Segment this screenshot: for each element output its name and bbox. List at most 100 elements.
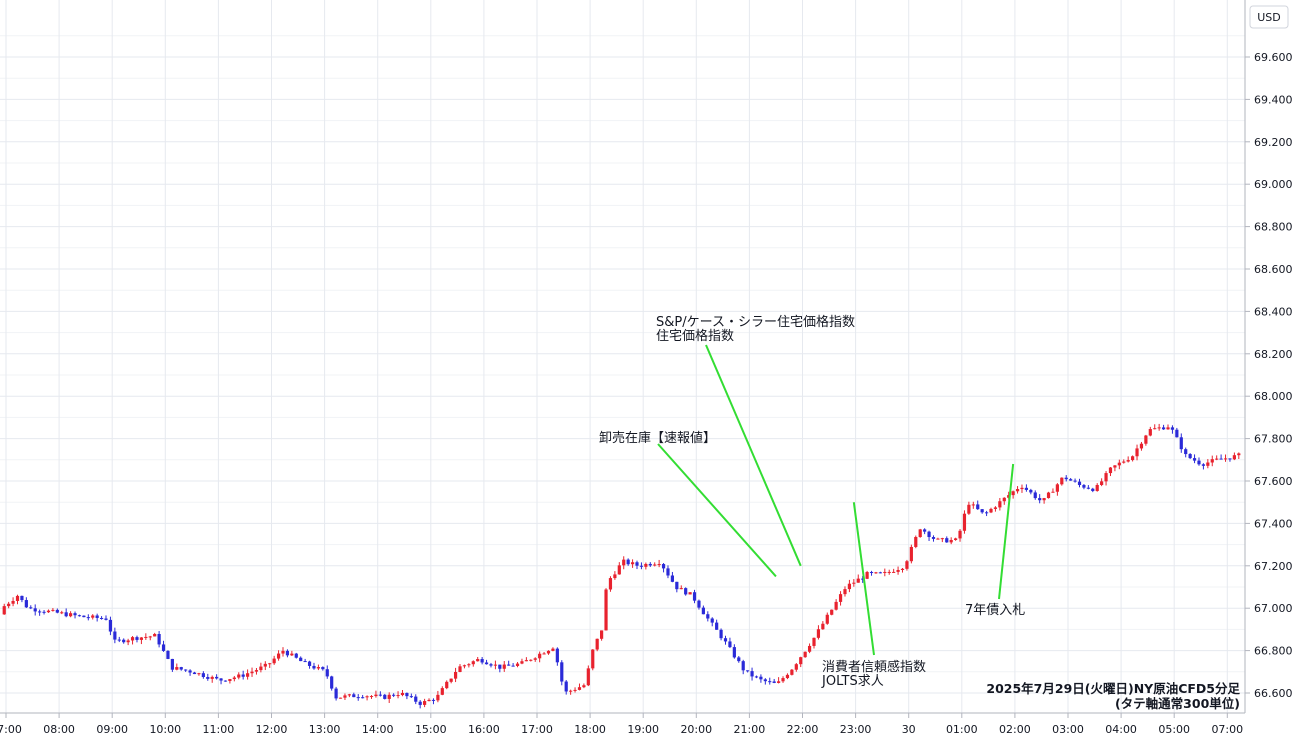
- time-tick-label: 20:00: [680, 723, 712, 736]
- candle-up: [1011, 491, 1015, 496]
- candle-up: [1051, 491, 1055, 493]
- time-tick-label: 10:00: [149, 723, 181, 736]
- candle-up: [1007, 495, 1011, 498]
- time-tick-label: 15:00: [415, 723, 447, 736]
- annotation-label: 住宅価格指数: [656, 328, 734, 344]
- candle-down: [161, 644, 166, 651]
- price-tick-label: 69.400: [1254, 93, 1293, 106]
- candle-up: [365, 696, 369, 698]
- annotation-label: 7年債入札: [965, 603, 1025, 618]
- candle-up: [958, 530, 962, 539]
- candle-down: [675, 581, 679, 590]
- candle-up: [892, 571, 896, 573]
- candle-up: [900, 568, 905, 570]
- candle-up: [821, 623, 825, 630]
- candle-down: [754, 676, 759, 678]
- candle-up: [493, 664, 498, 666]
- candle-down: [55, 609, 59, 613]
- time-tick-label: 04:00: [1105, 723, 1137, 736]
- candle-up: [967, 504, 971, 514]
- price-tick-label: 67.600: [1254, 475, 1293, 488]
- candle-up: [502, 664, 506, 669]
- candle-down: [1201, 464, 1206, 466]
- candle-up: [883, 571, 887, 573]
- candle-up: [436, 694, 440, 701]
- candle-down: [20, 595, 24, 601]
- currency-badge[interactable]: USD: [1249, 5, 1289, 29]
- candle-up: [546, 650, 551, 654]
- candle-down: [489, 664, 493, 666]
- candle-up: [139, 637, 144, 640]
- annotation-label: 卸売在庫【速報値】: [599, 430, 716, 446]
- grid-lines: [0, 0, 1245, 713]
- candle-down: [104, 618, 108, 620]
- candle-down: [498, 664, 502, 669]
- price-tick-label: 68.800: [1254, 221, 1293, 234]
- candle-down: [710, 618, 714, 623]
- candle-down: [511, 665, 515, 667]
- candle-up: [1131, 456, 1135, 461]
- candle-up: [237, 674, 241, 678]
- candle-down: [334, 688, 338, 699]
- annotation-line: [852, 502, 875, 656]
- candle-down: [330, 676, 334, 689]
- candle-down: [980, 509, 984, 513]
- candle-up: [909, 546, 913, 562]
- candle-up: [825, 614, 829, 624]
- candle-up: [940, 538, 944, 540]
- time-tick-label: 02:00: [999, 723, 1031, 736]
- candle-up: [467, 664, 471, 666]
- candle-up: [1100, 481, 1104, 485]
- candle-up: [148, 636, 152, 638]
- candle-down: [108, 619, 113, 632]
- time-tick-label: 14:00: [362, 723, 394, 736]
- candle-down: [1161, 427, 1166, 430]
- candle-down: [299, 657, 303, 662]
- candle-down: [759, 676, 763, 680]
- candle-up: [1113, 465, 1117, 468]
- candle-down: [1170, 427, 1175, 430]
- candle-up: [290, 653, 294, 656]
- time-tick-label: 21:00: [734, 723, 766, 736]
- candle-up: [865, 572, 869, 579]
- candle-up: [387, 694, 391, 699]
- candle-down: [1069, 479, 1073, 481]
- price-tick-label: 67.000: [1254, 602, 1293, 615]
- candle-down: [861, 578, 865, 580]
- candle-down: [715, 622, 719, 630]
- candle-up: [1215, 458, 1219, 460]
- price-axis[interactable]: 66.600 66.800 67.000 67.200 67.400 67.600 67.8…: [1245, 51, 1293, 700]
- candle-down: [1077, 481, 1082, 486]
- caption-line-2: (タテ軸通常300単位): [1115, 696, 1240, 711]
- candle-up: [936, 538, 940, 540]
- candle-up: [427, 699, 431, 702]
- candle-up: [1042, 498, 1046, 501]
- candle-down: [480, 659, 484, 663]
- candle-down: [414, 696, 418, 702]
- candle-up: [679, 588, 683, 590]
- candle-down: [1219, 458, 1223, 460]
- candle-up: [830, 609, 834, 615]
- candle-up: [374, 694, 378, 697]
- candle-down: [24, 600, 28, 608]
- candle-down: [82, 615, 86, 618]
- candle-down: [768, 681, 772, 683]
- candle-down: [697, 600, 701, 608]
- price-tick-label: 66.600: [1254, 687, 1293, 700]
- candle-down: [931, 537, 936, 539]
- currency-box: [1249, 5, 1289, 29]
- time-axis[interactable]: 07:00 08:00 09:00 10:00 11:00 12:00 13:00 14:00…: [0, 713, 1243, 736]
- candle-down: [1033, 492, 1037, 499]
- candle-down: [1197, 460, 1201, 465]
- candle-up: [175, 667, 179, 670]
- candle-up: [423, 701, 427, 705]
- candle-up: [569, 690, 573, 692]
- candle-down: [484, 662, 489, 665]
- candle-down: [639, 565, 644, 567]
- candle-down: [666, 568, 670, 576]
- candle-up: [874, 572, 878, 574]
- candles: [2, 423, 1241, 709]
- candle-down: [135, 637, 139, 640]
- candle-up: [1108, 467, 1113, 474]
- candle-up: [1232, 455, 1236, 460]
